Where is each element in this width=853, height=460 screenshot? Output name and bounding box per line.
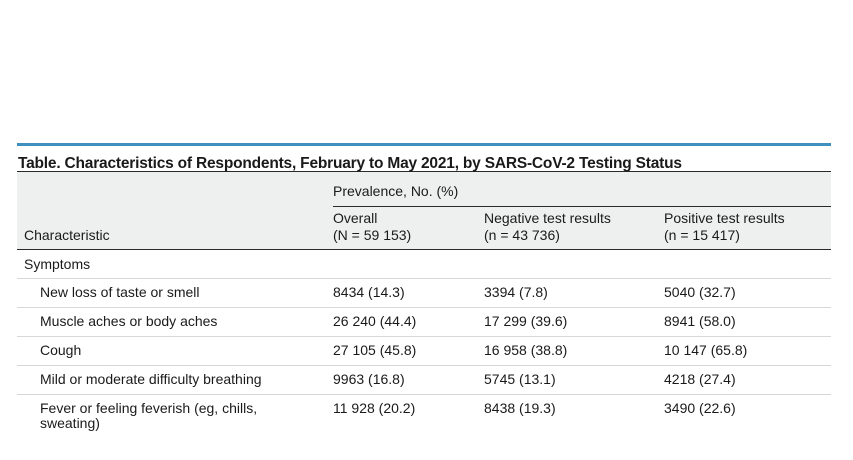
- column-header-positive: Positive test results (n = 15 417): [664, 210, 785, 244]
- cell-negative: 8438 (19.3): [484, 400, 556, 416]
- section-label: Symptoms: [24, 256, 91, 272]
- row-label: Fever or feeling feverish (eg, chills, s…: [40, 400, 258, 431]
- column-name: Overall: [333, 210, 378, 226]
- table-caption: Table. Characteristics of Respondents, F…: [17, 146, 831, 172]
- prevalence-divider: [333, 206, 831, 207]
- column-name: Negative test results: [484, 210, 611, 226]
- table-body: Symptoms New loss of taste or smell 8434…: [17, 250, 831, 437]
- cell-overall: 26 240 (44.4): [333, 313, 417, 329]
- row-label: Muscle aches or body aches: [40, 313, 218, 329]
- prevalence-group-header: Prevalence, No. (%): [333, 183, 459, 199]
- section-row-symptoms: Symptoms: [17, 250, 831, 279]
- cell-positive: 4218 (27.4): [664, 371, 736, 387]
- cell-negative: 16 958 (38.8): [484, 342, 568, 358]
- cell-overall: 11 928 (20.2): [333, 400, 416, 416]
- cell-positive: 8941 (58.0): [664, 313, 736, 329]
- table-row: New loss of taste or smell 8434 (14.3) 3…: [17, 279, 831, 308]
- table-row: Cough 27 105 (45.8) 16 958 (38.8) 10 147…: [17, 337, 831, 366]
- cell-positive: 3490 (22.6): [664, 400, 736, 416]
- data-table: Table. Characteristics of Respondents, F…: [17, 143, 831, 437]
- table-header: Prevalence, No. (%) Characteristic Overa…: [17, 172, 831, 250]
- row-label: Cough: [40, 342, 82, 358]
- cell-overall: 27 105 (45.8): [333, 342, 417, 358]
- table-row: Muscle aches or body aches 26 240 (44.4)…: [17, 308, 831, 337]
- column-n: (n = 43 736): [484, 227, 560, 243]
- column-n: (N = 59 153): [333, 227, 412, 243]
- column-name: Positive test results: [664, 210, 785, 226]
- cell-negative: 5745 (13.1): [484, 371, 556, 387]
- column-header-negative: Negative test results (n = 43 736): [484, 210, 611, 244]
- column-header-overall: Overall (N = 59 153): [333, 210, 411, 244]
- table-top-rule: [17, 143, 831, 146]
- table-row: Fever or feeling feverish (eg, chills, s…: [17, 395, 831, 437]
- characteristic-header: Characteristic: [24, 227, 110, 243]
- table-row: Mild or moderate difficulty breathing 99…: [17, 366, 831, 395]
- cell-overall: 9963 (16.8): [333, 371, 405, 387]
- column-n: (n = 15 417): [664, 227, 740, 243]
- cell-negative: 3394 (7.8): [484, 284, 548, 300]
- cell-overall: 8434 (14.3): [333, 284, 405, 300]
- cell-positive: 10 147 (65.8): [664, 342, 748, 358]
- row-label: New loss of taste or smell: [40, 284, 200, 300]
- cell-negative: 17 299 (39.6): [484, 313, 568, 329]
- row-label: Mild or moderate difficulty breathing: [40, 371, 262, 387]
- cell-positive: 5040 (32.7): [664, 284, 736, 300]
